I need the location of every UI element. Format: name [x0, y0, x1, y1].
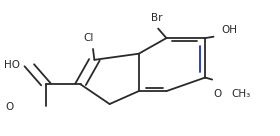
Text: CH₃: CH₃ — [232, 89, 251, 99]
Text: OH: OH — [222, 25, 238, 35]
Text: Br: Br — [151, 13, 162, 23]
Text: Cl: Cl — [84, 33, 94, 43]
Text: O: O — [6, 102, 14, 112]
Text: HO: HO — [4, 60, 20, 70]
Text: O: O — [214, 89, 222, 99]
